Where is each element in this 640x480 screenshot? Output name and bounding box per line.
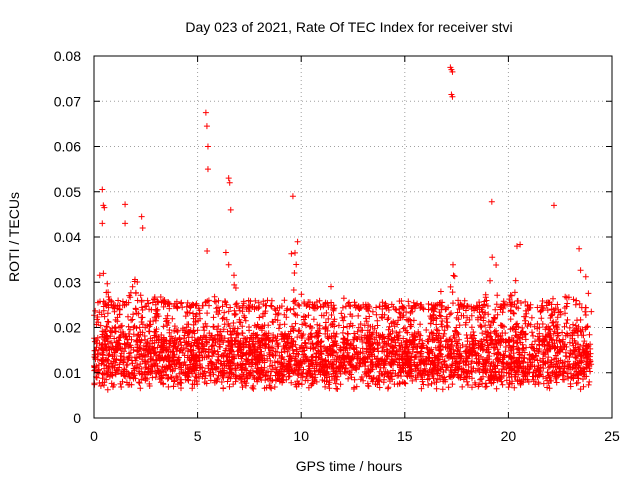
y-tick-label: 0.01 — [54, 365, 81, 381]
roti-outlier-point — [203, 123, 210, 130]
y-tick-label: 0.08 — [54, 48, 81, 64]
y-tick-label: 0.02 — [54, 320, 81, 336]
y-axis-label: ROTI / TECUs — [6, 192, 22, 282]
roti-outlier-point — [99, 220, 106, 227]
y-tick-label: 0.06 — [54, 139, 81, 155]
roti-outlier-point — [227, 206, 234, 213]
y-tick-labels: 0 0.01 0.02 0.03 0.04 0.05 0.06 0.07 0.0… — [54, 48, 81, 426]
roti-outlier-point — [449, 93, 456, 100]
roti-outlier-point — [138, 213, 145, 220]
roti-outlier-point — [202, 109, 209, 116]
x-tick-label: 25 — [604, 428, 620, 444]
x-tick-label: 20 — [501, 428, 517, 444]
roti-outlier-point — [139, 224, 146, 231]
roti-bulk-markers — [91, 238, 595, 393]
roti-outlier-point — [99, 186, 106, 193]
roti-outlier-point — [488, 198, 495, 205]
x-tick-label: 0 — [90, 428, 98, 444]
y-tick-label: 0.03 — [54, 274, 81, 290]
roti-outlier-point — [289, 193, 296, 200]
x-axis-label: GPS time / hours — [296, 458, 403, 474]
roti-outlier-point — [122, 201, 129, 208]
chart-title: Day 023 of 2021, Rate Of TEC Index for r… — [185, 19, 512, 35]
grid — [94, 56, 612, 418]
y-tick-label: 0.05 — [54, 184, 81, 200]
x-tick-label: 5 — [194, 428, 202, 444]
roti-outlier-point — [225, 175, 232, 182]
data-points — [91, 64, 595, 393]
roti-outlier-point — [449, 68, 456, 75]
y-tick-label: 0 — [73, 410, 81, 426]
roti-outlier-point — [226, 179, 233, 186]
x-tick-labels: 0 5 10 15 20 25 — [90, 428, 620, 444]
x-tick-label: 10 — [293, 428, 309, 444]
y-tick-label: 0.07 — [54, 93, 81, 109]
roti-outlier-point — [550, 202, 557, 209]
roti-outlier-point — [204, 166, 211, 173]
roti-outlier-point — [204, 143, 211, 150]
roti-outlier-point — [122, 220, 129, 227]
axis-ticks — [93, 55, 613, 419]
y-tick-label: 0.04 — [54, 229, 81, 245]
x-tick-label: 15 — [397, 428, 413, 444]
roti-outlier-point — [101, 204, 108, 211]
